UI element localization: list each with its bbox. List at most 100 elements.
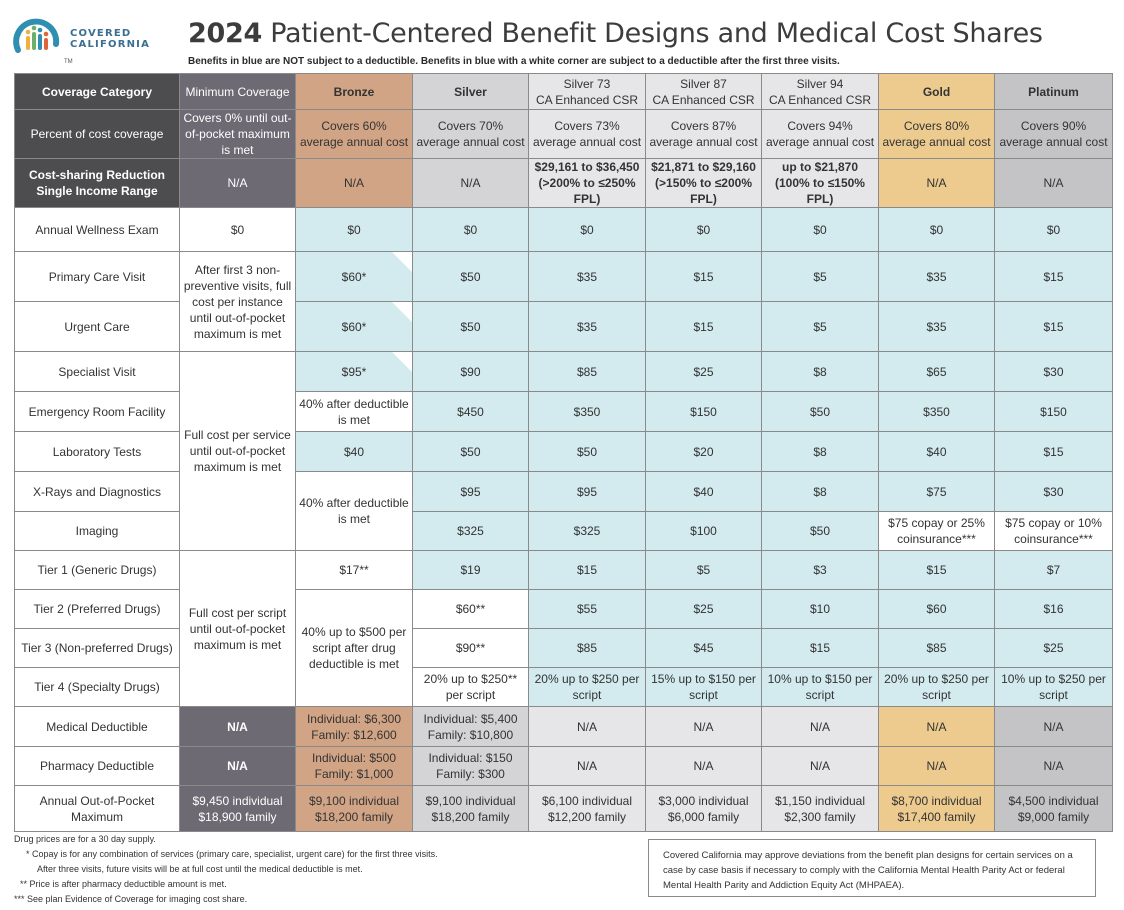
table-row-medical-deductible: Medical Deductible N/A Individual: $6,30…: [14, 706, 1113, 747]
cell-silver: $0: [412, 207, 529, 252]
cell-silver-94: up to $21,870 (100% to ≤150% FPL): [761, 158, 879, 208]
cell-gold: $35: [878, 301, 995, 352]
cell-silver-94: $5: [761, 301, 879, 352]
cell-silver-73: $6,100 individual $12,200 family: [528, 785, 646, 832]
cell-bronze: Covers 60% average annual cost: [295, 109, 413, 159]
cell-silver-94: N/A: [761, 746, 879, 786]
cell-silver-94: $8: [761, 471, 879, 512]
cell-gold: N/A: [878, 746, 995, 786]
cell-silver: Individual: $5,400 Family: $10,800: [412, 706, 529, 747]
cell-minimum: $0: [179, 207, 296, 252]
cell-silver: $90**: [412, 628, 529, 668]
cell-silver-87: $15: [645, 301, 762, 352]
cell-gold: $60: [878, 589, 995, 629]
cell-silver-73: $35: [528, 301, 646, 352]
cell-platinum: $150: [994, 391, 1113, 432]
table-row-primary-care: Primary Care Visit After first 3 non-pre…: [14, 251, 1113, 352]
cell-bronze: $60*: [295, 301, 413, 352]
cell-platinum: $75 copay or 10% coinsurance***: [994, 511, 1113, 551]
cell-bronze: 40% after deductible is met: [295, 391, 413, 432]
cell-silver-94: $10: [761, 589, 879, 629]
col-header-category: Coverage Category: [14, 73, 180, 110]
row-label: X-Rays and Diagnostics: [14, 471, 180, 512]
table-row-emergency-room: Emergency Room Facility 40% after deduct…: [14, 391, 1113, 432]
cell-minimum-drugs: Full cost per script until out-of-pocket…: [179, 550, 296, 707]
cell-bronze: $60*: [295, 251, 413, 302]
cell-silver-73: $29,161 to $36,450 (>200% to ≤250% FPL): [528, 158, 646, 208]
cell-platinum: $30: [994, 351, 1113, 392]
cell-gold: $0: [878, 207, 995, 252]
row-label: Laboratory Tests: [14, 431, 180, 472]
cell-silver-87: $3,000 individual $6,000 family: [645, 785, 762, 832]
logo-mark-icon: [13, 18, 60, 53]
page-title: 2024 Patient-Centered Benefit Designs an…: [188, 18, 1043, 49]
cell-minimum: $9,450 individual $18,900 family: [179, 785, 296, 832]
cell-silver-73: $15: [528, 550, 646, 590]
table-row-pharmacy-deductible: Pharmacy Deductible N/A Individual: $500…: [14, 746, 1113, 786]
cell-bronze: Individual: $6,300 Family: $12,600: [295, 706, 413, 747]
cell-silver-87: $21,871 to $29,160 (>150% to ≤200% FPL): [645, 158, 762, 208]
cell-silver-87: 15% up to $150 per script: [645, 667, 762, 707]
row-label: Tier 1 (Generic Drugs): [14, 550, 180, 590]
cell-platinum: N/A: [994, 746, 1113, 786]
cell-silver-87: $100: [645, 511, 762, 551]
deductible-corner-marker: [392, 302, 412, 322]
cell-platinum: $15: [994, 301, 1113, 352]
footnote: * Copay is for any combination of servic…: [26, 849, 438, 859]
cell-silver-94: $50: [761, 391, 879, 432]
cell-silver-87: $0: [645, 207, 762, 252]
footnote: After three visits, future visits will b…: [37, 864, 363, 874]
cell-silver-87: $40: [645, 471, 762, 512]
cell-platinum: $30: [994, 471, 1113, 512]
table-row-specialist: Specialist Visit Full cost per service u…: [14, 351, 1113, 551]
footnote: ** Price is after pharmacy deductible am…: [20, 879, 227, 889]
cell-silver: $95: [412, 471, 529, 512]
cell-silver-87: Covers 87% average annual cost: [645, 109, 762, 159]
row-label: Annual Out-of-Pocket Maximum: [14, 785, 180, 832]
cell-silver-87: N/A: [645, 746, 762, 786]
table-row-tier2: Tier 2 (Preferred Drugs) 40% up to $500 …: [14, 589, 1113, 707]
cell-minimum: N/A: [179, 746, 296, 786]
cell-platinum: $15: [994, 251, 1113, 302]
cell-bronze: $0: [295, 207, 413, 252]
row-label: Tier 3 (Non-preferred Drugs): [14, 628, 180, 668]
table-row-urgent-care: Urgent Care $60* $50 $35 $15 $5 $35 $15: [14, 301, 1113, 352]
cell-silver-94: 10% up to $150 per script: [761, 667, 879, 707]
cell-platinum: N/A: [994, 158, 1113, 208]
table-row-xray: X-Rays and Diagnostics 40% after deducti…: [14, 471, 1113, 551]
table-row-tier1: Tier 1 (Generic Drugs) Full cost per scr…: [14, 550, 1113, 707]
cell-silver-87: N/A: [645, 706, 762, 747]
cell-silver-73: $350: [528, 391, 646, 432]
table-row-out-of-pocket-max: Annual Out-of-Pocket Maximum $9,450 indi…: [14, 785, 1113, 832]
cell-bronze-drugs: 40% up to $500 per script after drug ded…: [295, 589, 413, 707]
cell-bronze: $40: [295, 431, 413, 472]
cell-silver-87: $25: [645, 589, 762, 629]
cell-silver-94: N/A: [761, 706, 879, 747]
cell-silver-94: Covers 94% average annual cost: [761, 109, 879, 159]
row-label: Urgent Care: [14, 301, 180, 352]
cell-silver: 20% up to $250** per script: [412, 667, 529, 707]
cell-silver: $50: [412, 251, 529, 302]
deductible-corner-marker: [392, 252, 412, 272]
cell-gold: $65: [878, 351, 995, 392]
row-label: Pharmacy Deductible: [14, 746, 180, 786]
benefit-table: Coverage Category Minimum Coverage Bronz…: [14, 73, 1113, 832]
cell-silver-94: $8: [761, 351, 879, 392]
footnote: Drug prices are for a 30 day supply.: [14, 834, 156, 844]
cell-bronze: Individual: $500 Family: $1,000: [295, 746, 413, 786]
cell-platinum: 10% up to $250 per script: [994, 667, 1113, 707]
cell-gold: $350: [878, 391, 995, 432]
cell-gold: $85: [878, 628, 995, 668]
cell-gold: 20% up to $250 per script: [878, 667, 995, 707]
cell-platinum: Covers 90% average annual cost: [994, 109, 1113, 159]
col-header-silver-87: Silver 87 CA Enhanced CSR: [645, 73, 762, 110]
cell-silver: $50: [412, 431, 529, 472]
cell-silver-94: $1,150 individual $2,300 family: [761, 785, 879, 832]
footnotes: Drug prices are for a 30 day supply. * C…: [14, 832, 438, 907]
cell-silver: $9,100 individual $18,200 family: [412, 785, 529, 832]
row-label: Imaging: [14, 511, 180, 551]
table-row-tier3: Tier 3 (Non-preferred Drugs) $90** $85 $…: [14, 628, 1113, 668]
col-header-bronze: Bronze: [295, 73, 413, 110]
cell-minimum: Covers 0% until out-of-pocket maximum is…: [179, 109, 296, 159]
cell-silver-73: $35: [528, 251, 646, 302]
